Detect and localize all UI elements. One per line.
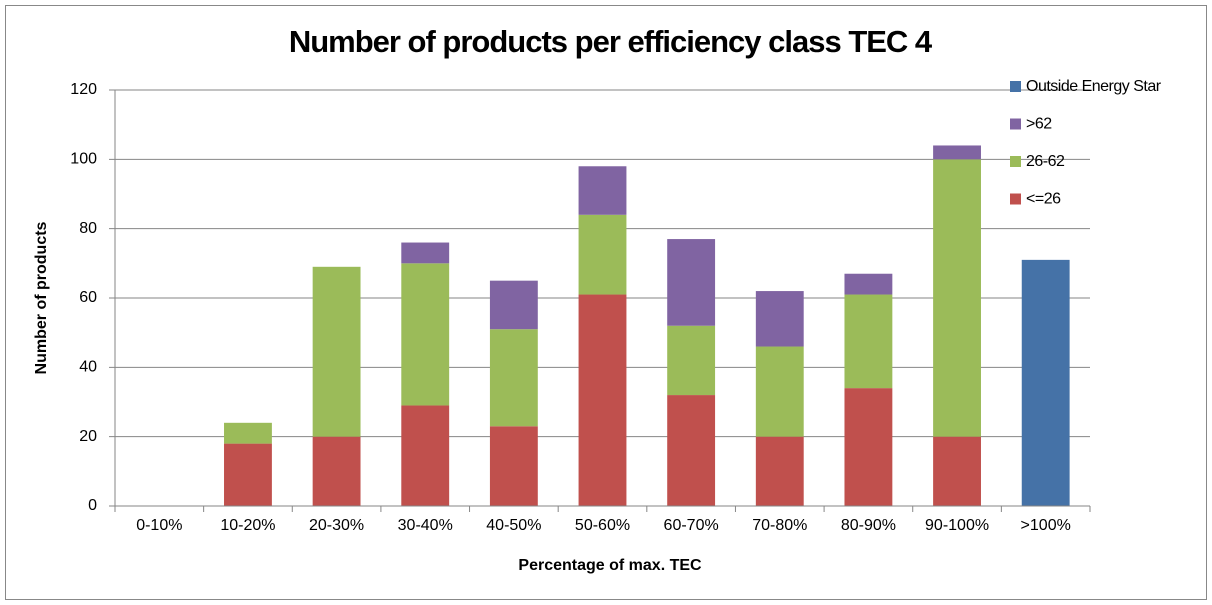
bar-segment bbox=[844, 294, 893, 389]
bar-segment bbox=[933, 145, 981, 160]
bar-segment bbox=[755, 291, 804, 347]
bar-segment bbox=[401, 263, 450, 406]
bar-segment bbox=[224, 443, 272, 506]
bar-segment bbox=[401, 405, 450, 506]
bar-segment bbox=[755, 346, 804, 437]
y-axis-title: Number of products bbox=[33, 221, 50, 374]
bar-segment bbox=[1021, 259, 1070, 506]
legend-label: <=26 bbox=[1026, 191, 1061, 208]
x-tick-label: >100% bbox=[1021, 517, 1071, 534]
bar-segment bbox=[578, 214, 627, 295]
x-tick-label: 10-20% bbox=[220, 517, 275, 534]
y-tick-label: 60 bbox=[79, 289, 97, 306]
legend-label: 26-62 bbox=[1026, 153, 1065, 170]
legend-label: >62 bbox=[1026, 116, 1052, 133]
legend-swatch bbox=[1010, 156, 1021, 167]
x-tick-label: 70-80% bbox=[752, 517, 807, 534]
y-tick-label: 20 bbox=[79, 428, 97, 445]
bar-segment bbox=[667, 239, 716, 326]
legend-label: Outside Energy Star bbox=[1026, 78, 1162, 95]
bar-segment bbox=[578, 294, 627, 506]
bar-segment bbox=[312, 266, 361, 437]
bar-segment bbox=[312, 436, 361, 506]
y-tick-label: 100 bbox=[70, 151, 97, 168]
bar-segment bbox=[224, 422, 272, 444]
x-tick-label: 20-30% bbox=[309, 517, 364, 534]
bar-segment bbox=[667, 395, 716, 506]
bar-segment bbox=[844, 388, 893, 506]
x-tick-label: 90-100% bbox=[925, 517, 989, 534]
bar-segment bbox=[489, 426, 538, 506]
legend-swatch bbox=[1010, 118, 1021, 130]
bar-segment bbox=[755, 436, 804, 506]
bar-segment bbox=[401, 242, 450, 264]
y-tick-label: 40 bbox=[79, 359, 97, 376]
legend-swatch bbox=[1010, 81, 1021, 92]
chart-title: Number of products per efficiency class … bbox=[289, 24, 933, 59]
bar-segment bbox=[489, 329, 538, 427]
bar-segment bbox=[667, 325, 716, 396]
x-tick-label: 30-40% bbox=[398, 517, 453, 534]
x-tick-label: 40-50% bbox=[486, 517, 541, 534]
y-tick-label: 80 bbox=[79, 220, 97, 237]
x-tick-label: 0-10% bbox=[136, 517, 182, 534]
x-tick-label: 60-70% bbox=[664, 517, 719, 534]
y-tick-label: 0 bbox=[88, 497, 97, 514]
x-tick-label: 80-90% bbox=[841, 517, 896, 534]
legend-swatch bbox=[1010, 193, 1021, 205]
bar-segment bbox=[844, 273, 893, 295]
x-axis-title: Percentage of max. TEC bbox=[518, 557, 702, 574]
bar-segment bbox=[933, 436, 981, 506]
x-tick-label: 50-60% bbox=[575, 517, 630, 534]
bar-segment bbox=[489, 280, 538, 330]
bar-segment bbox=[933, 159, 981, 437]
bar-segment bbox=[578, 166, 627, 215]
y-tick-label: 120 bbox=[70, 81, 97, 98]
